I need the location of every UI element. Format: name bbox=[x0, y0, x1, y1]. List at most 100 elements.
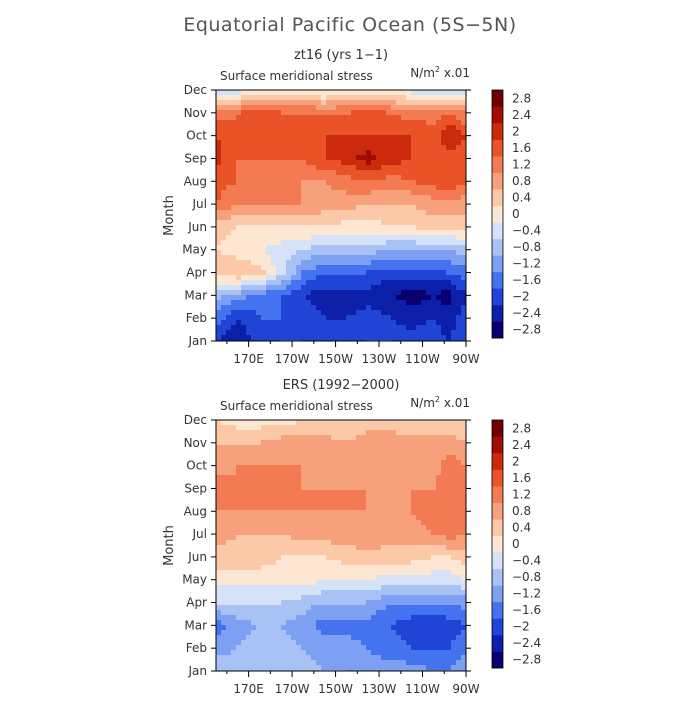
heatmap-cell bbox=[281, 605, 287, 611]
heatmap-cell bbox=[411, 485, 417, 491]
heatmap-cell bbox=[301, 465, 307, 471]
heatmap-cell bbox=[316, 105, 322, 111]
heatmap-cell bbox=[431, 90, 437, 96]
heatmap-cell bbox=[256, 445, 262, 451]
heatmap-cell bbox=[416, 90, 422, 96]
heatmap-cell bbox=[361, 520, 367, 526]
heatmap-cell bbox=[391, 605, 397, 611]
heatmap-cell bbox=[456, 315, 462, 321]
heatmap-cell bbox=[316, 435, 322, 441]
heatmap-cell bbox=[361, 500, 367, 506]
heatmap-cell bbox=[371, 535, 377, 541]
heatmap-cell bbox=[221, 610, 227, 616]
heatmap-cell bbox=[281, 560, 287, 566]
heatmap-cell bbox=[321, 625, 327, 631]
heatmap-cell bbox=[421, 605, 427, 611]
heatmap-cell bbox=[321, 330, 327, 336]
heatmap-cell bbox=[446, 440, 452, 446]
heatmap-cell bbox=[286, 640, 292, 646]
heatmap-cell bbox=[336, 545, 342, 551]
heatmap-cell bbox=[356, 165, 362, 171]
heatmap-cell bbox=[451, 450, 457, 456]
heatmap-cell bbox=[406, 650, 412, 656]
heatmap-cell bbox=[456, 205, 462, 211]
heatmap-cell bbox=[401, 560, 407, 566]
heatmap-cell bbox=[271, 525, 277, 531]
heatmap-cell bbox=[236, 170, 242, 176]
heatmap-cell bbox=[376, 320, 382, 326]
heatmap-cell bbox=[291, 240, 297, 246]
heatmap-cell bbox=[401, 450, 407, 456]
heatmap-cell bbox=[451, 505, 457, 511]
heatmap-cell bbox=[361, 195, 367, 201]
heatmap-cell bbox=[281, 110, 287, 116]
heatmap-cell bbox=[446, 620, 452, 626]
heatmap-cell bbox=[286, 145, 292, 151]
heatmap-cell bbox=[406, 425, 412, 431]
heatmap-cell bbox=[351, 190, 357, 196]
heatmap-cell bbox=[331, 140, 337, 146]
heatmap-cell bbox=[426, 210, 432, 216]
heatmap-cell bbox=[376, 580, 382, 586]
heatmap-cell bbox=[296, 200, 302, 206]
heatmap-cell bbox=[396, 140, 402, 146]
heatmap-cell bbox=[406, 470, 412, 476]
heatmap-cell bbox=[421, 615, 427, 621]
heatmap-cell bbox=[276, 515, 282, 521]
heatmap-cell bbox=[456, 555, 462, 561]
heatmap-cell bbox=[421, 140, 427, 146]
heatmap-cell bbox=[271, 300, 277, 306]
heatmap-cell bbox=[216, 300, 222, 306]
heatmap-cell bbox=[421, 590, 427, 596]
heatmap-cell bbox=[261, 160, 267, 166]
heatmap-cell bbox=[321, 245, 327, 251]
heatmap-cell bbox=[416, 625, 422, 631]
heatmap-cell bbox=[331, 280, 337, 286]
heatmap-cell bbox=[241, 470, 247, 476]
heatmap-cell bbox=[356, 490, 362, 496]
heatmap-cell bbox=[356, 440, 362, 446]
heatmap-cell bbox=[331, 180, 337, 186]
heatmap-cell bbox=[256, 180, 262, 186]
heatmap-cell bbox=[371, 450, 377, 456]
heatmap-cell bbox=[291, 595, 297, 601]
heatmap-cell bbox=[291, 485, 297, 491]
heatmap-cell bbox=[411, 450, 417, 456]
heatmap-cell bbox=[416, 105, 422, 111]
heatmap-cell bbox=[381, 155, 387, 161]
heatmap-cell bbox=[441, 195, 447, 201]
heatmap-cell bbox=[391, 120, 397, 126]
heatmap-cell bbox=[241, 310, 247, 316]
heatmap-cell bbox=[436, 130, 442, 136]
heatmap-cell bbox=[301, 230, 307, 236]
heatmap-cell bbox=[321, 160, 327, 166]
heatmap-cell bbox=[316, 455, 322, 461]
heatmap-cell bbox=[291, 130, 297, 136]
heatmap-cell bbox=[391, 140, 397, 146]
heatmap-cell bbox=[436, 145, 442, 151]
heatmap-cell bbox=[446, 515, 452, 521]
heatmap-cell bbox=[251, 270, 257, 276]
heatmap-cell bbox=[406, 305, 412, 311]
heatmap-cell bbox=[431, 420, 437, 426]
heatmap-cell bbox=[336, 435, 342, 441]
heatmap-cell bbox=[251, 565, 257, 571]
heatmap-cell bbox=[241, 505, 247, 511]
heatmap-cell bbox=[296, 490, 302, 496]
heatmap-cell bbox=[336, 645, 342, 651]
heatmap-cell bbox=[356, 215, 362, 221]
heatmap-cell bbox=[261, 320, 267, 326]
heatmap-cell bbox=[236, 545, 242, 551]
heatmap-cell bbox=[236, 585, 242, 591]
heatmap-cell bbox=[451, 165, 457, 171]
heatmap-cell bbox=[326, 320, 332, 326]
heatmap-cell bbox=[426, 130, 432, 136]
heatmap-cell bbox=[311, 635, 317, 641]
heatmap-cell bbox=[371, 215, 377, 221]
heatmap-cell bbox=[236, 645, 242, 651]
heatmap-cell bbox=[426, 505, 432, 511]
heatmap-cell bbox=[331, 245, 337, 251]
heatmap-cell bbox=[376, 335, 382, 341]
heatmap-cell bbox=[311, 105, 317, 111]
heatmap-cell bbox=[236, 295, 242, 301]
